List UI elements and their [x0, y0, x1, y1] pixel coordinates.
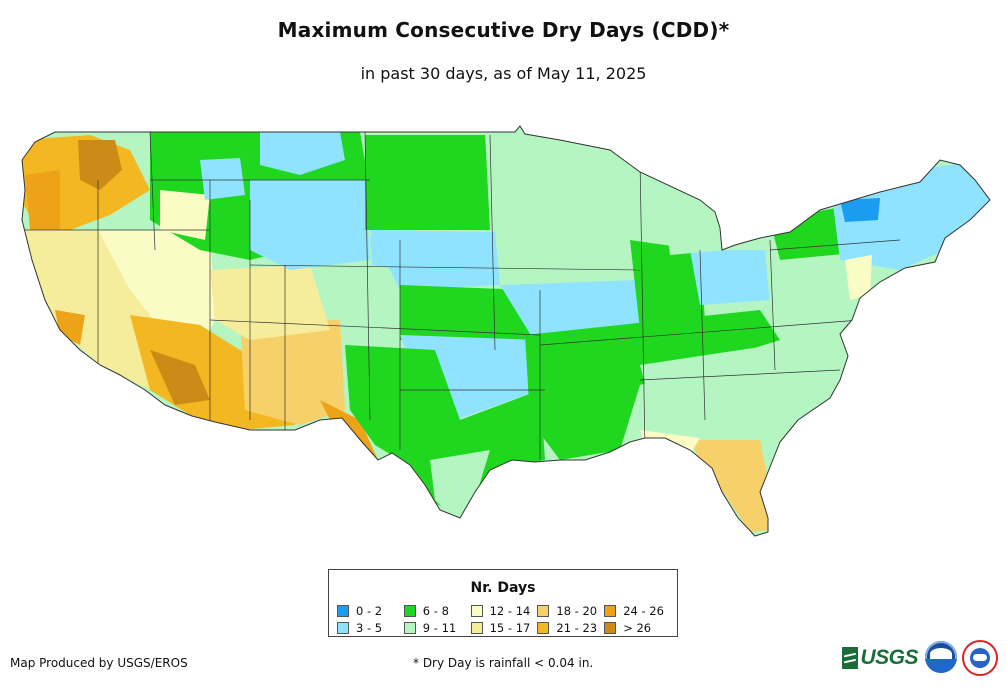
- legend-label: 24 - 26: [623, 604, 664, 618]
- region-lake-ontario-wet: [840, 198, 880, 222]
- region-jersey-shore: [845, 255, 872, 300]
- region-ohio: [690, 250, 770, 305]
- map-subtitle: in past 30 days, as of May 11, 2025: [360, 64, 647, 83]
- legend-swatch: [537, 605, 550, 617]
- legend-title: Nr. Days: [470, 580, 536, 596]
- dry-day-footnote: * Dry Day is rainfall < 0.04 in.: [413, 656, 594, 670]
- legend-swatch: [537, 622, 550, 634]
- usgs-logo: USGS: [842, 643, 918, 673]
- patch-lower-michigan: [665, 205, 725, 255]
- patch-montana-dry: [160, 190, 210, 240]
- noaa-logo-icon: [925, 641, 957, 673]
- legend-swatch: [403, 622, 416, 634]
- legend-item: 15 - 17: [470, 620, 538, 636]
- patch-idaho-wet: [200, 158, 245, 200]
- legend-item: 12 - 14: [470, 603, 538, 619]
- legend-item: 9 - 11: [403, 620, 471, 636]
- region-georgia-carolinas: [640, 335, 850, 450]
- us-cdd-map: [21, 125, 991, 537]
- region-wyoming: [250, 180, 370, 270]
- nws-cloud-shape: [973, 654, 987, 661]
- region-mid-atlantic: [765, 240, 860, 335]
- legend-label: 6 - 8: [422, 604, 449, 618]
- usgs-logo-text: USGS: [860, 646, 918, 669]
- region-oregon-coast: [25, 170, 60, 230]
- legend-item: > 26: [604, 620, 671, 636]
- region-illinois-indiana: [630, 240, 705, 330]
- legend-swatch: [604, 622, 617, 634]
- legend-swatch: [604, 605, 617, 617]
- region-kansas: [400, 285, 530, 340]
- patch-nebraska-wet: [370, 235, 420, 270]
- nws-logo-icon: [962, 640, 998, 676]
- map-credit: Map Produced by USGS/EROS: [10, 656, 188, 670]
- legend-label: 0 - 2: [356, 604, 383, 618]
- noaa-wave-shape: [925, 659, 957, 673]
- legend-item: 18 - 20: [537, 603, 604, 619]
- legend-item: 6 - 8: [403, 603, 471, 619]
- noaa-bird-shape: [930, 648, 952, 660]
- legend-label: 9 - 11: [422, 621, 457, 635]
- legend-item: 24 - 26: [604, 603, 671, 619]
- legend-item: 3 - 5: [337, 620, 404, 636]
- legend-label: 18 - 20: [556, 604, 598, 618]
- region-texas-coast: [430, 450, 490, 520]
- map-legend: Nr. Days 0 - 2 3 - 5 6 - 8 9 - 11 12 - 14 15 …: [328, 569, 678, 637]
- state-boundaries: [22, 131, 901, 460]
- map-title: Maximum Consecutive Dry Days (CDD)*: [277, 18, 730, 42]
- region-montana-north: [260, 132, 345, 175]
- legend-item: 21 - 23: [537, 620, 604, 636]
- legend-items: 0 - 2 3 - 5 6 - 8 9 - 11 12 - 14 15 - 17 18 - …: [337, 603, 671, 636]
- region-new-mexico: [240, 320, 345, 425]
- legend-swatch: [337, 622, 349, 634]
- region-texas-east: [345, 345, 545, 520]
- legend-swatch: [470, 622, 483, 634]
- legend-label: 15 - 17: [489, 621, 531, 635]
- legend-item: 0 - 2: [337, 603, 404, 619]
- legend-swatch: [470, 605, 483, 617]
- region-tennessee-valley: [525, 310, 780, 460]
- region-dakotas: [365, 135, 495, 230]
- legend-swatch: [403, 605, 416, 617]
- legend-label: 21 - 23: [556, 621, 598, 635]
- region-sonoran-core: [150, 350, 210, 405]
- usgs-wave-icon: [842, 647, 859, 669]
- legend-label: 12 - 14: [489, 604, 531, 618]
- region-florida: [690, 440, 772, 532]
- legend-swatch: [337, 605, 349, 617]
- region-pnw-dry-core: [78, 140, 122, 190]
- legend-label: 3 - 5: [356, 621, 383, 635]
- region-great-basin: [98, 230, 215, 350]
- legend-label: > 26: [623, 621, 652, 635]
